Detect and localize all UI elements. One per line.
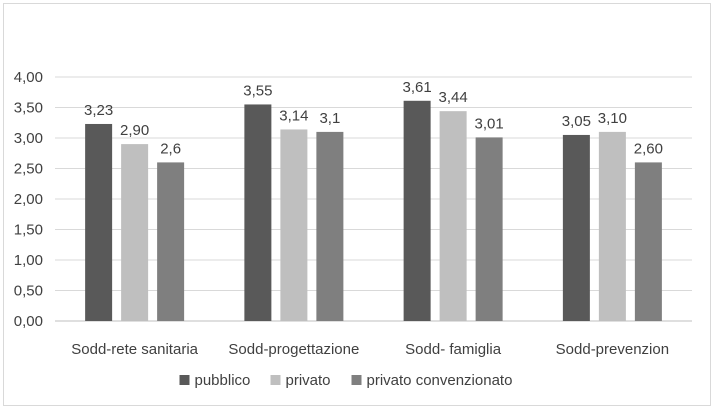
bar-pubblico — [562, 134, 590, 321]
data-label: 3,61 — [403, 79, 432, 96]
data-label: 3,44 — [439, 89, 468, 106]
legend-swatch — [179, 375, 190, 385]
data-label: 3,14 — [279, 107, 308, 124]
y-tick-label: 1,50 — [14, 222, 43, 239]
x-category-label: Sodd- famiglia — [405, 341, 502, 358]
x-category-label: Sodd-prevenzion — [556, 341, 669, 358]
bar-privato-convenzionato — [316, 131, 344, 321]
bar-privato-convenzionato — [634, 162, 662, 321]
data-label: 3,10 — [598, 110, 627, 127]
y-tick-label: 0,50 — [14, 283, 43, 300]
bar-pubblico — [85, 123, 113, 321]
bar-privato — [121, 144, 149, 321]
y-tick-label: 4,00 — [14, 69, 43, 86]
data-label: 2,90 — [120, 122, 149, 139]
bar-privato — [598, 131, 626, 321]
y-tick-label: 3,50 — [14, 100, 43, 117]
bar-privato-convenzionato — [475, 137, 503, 321]
bar-privato — [280, 129, 308, 321]
legend-swatch — [351, 375, 362, 385]
bar-privato-convenzionato — [157, 162, 185, 321]
legend-label: pubblico — [195, 372, 251, 389]
y-tick-label: 0,00 — [14, 313, 43, 330]
bar-privato — [439, 111, 467, 321]
data-label: 3,05 — [562, 113, 591, 130]
x-category-label: Sodd-rete sanitaria — [71, 341, 198, 358]
data-label: 2,60 — [634, 140, 663, 157]
data-label: 3,23 — [84, 102, 113, 119]
legend-label: privato — [286, 372, 331, 389]
y-tick-label: 2,00 — [14, 191, 43, 208]
legend-swatch — [270, 375, 281, 385]
y-tick-label: 3,00 — [14, 130, 43, 147]
data-label: 3,1 — [319, 110, 340, 127]
legend-label: privato convenzionato — [367, 372, 513, 389]
data-label: 3,01 — [475, 115, 504, 132]
x-category-label: Sodd-progettazione — [228, 341, 359, 358]
data-label: 3,55 — [243, 82, 272, 99]
bar-pubblico — [403, 100, 431, 321]
bar-pubblico — [244, 104, 272, 321]
y-tick-label: 1,00 — [14, 252, 43, 269]
data-label: 2,6 — [160, 140, 181, 157]
chart-frame — [3, 3, 711, 406]
y-tick-label: 2,50 — [14, 161, 43, 178]
